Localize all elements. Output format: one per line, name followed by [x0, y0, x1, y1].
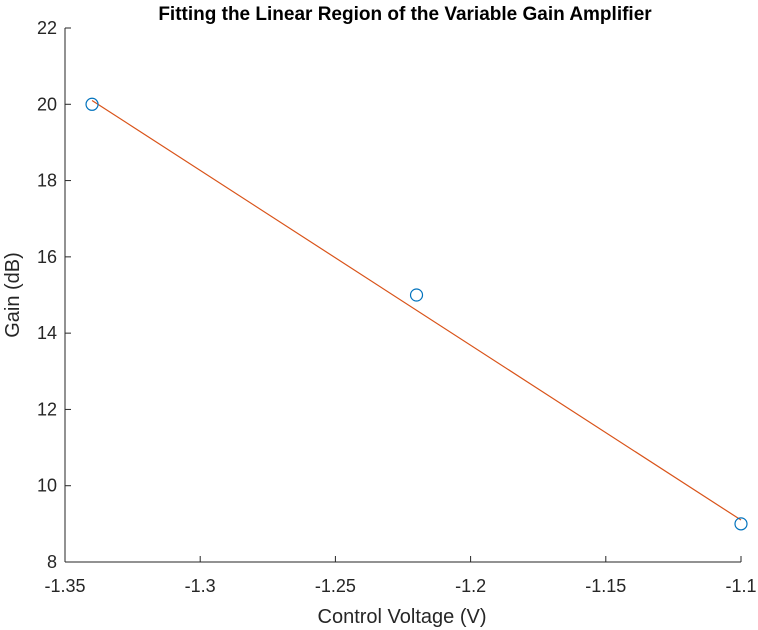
x-axis-label: Control Voltage (V)	[318, 606, 487, 628]
data-point	[734, 517, 748, 531]
x-tick-label: -1.3	[185, 576, 216, 596]
y-tick-label: 20	[37, 94, 57, 114]
x-tick-label: -1.25	[315, 576, 356, 596]
chart-title: Fitting the Linear Region of the Variabl…	[158, 4, 652, 25]
x-tick-label: -1.15	[585, 576, 626, 596]
data-point	[85, 97, 99, 111]
y-tick-label: 16	[37, 247, 57, 267]
y-tick-label: 12	[37, 399, 57, 419]
y-tick-label: 8	[47, 552, 57, 572]
x-ticks: -1.35 -1.3 -1.25 -1.2 -1.15 -1.1	[44, 556, 757, 596]
x-tick-label: -1.2	[455, 576, 486, 596]
x-tick-label: -1.35	[44, 576, 85, 596]
y-tick-label: 14	[37, 323, 57, 343]
plot-area: -1.35 -1.3 -1.25 -1.2 -1.15 -1.1 8 10 12 14 16 18 2…	[37, 18, 757, 596]
data-point	[409, 288, 424, 302]
fit-line	[91, 99, 742, 521]
y-ticks: 8 10 12 14 16 18 20 22	[37, 18, 71, 572]
x-tick-label: -1.1	[725, 576, 756, 596]
y-tick-label: 22	[37, 18, 57, 38]
y-tick-label: 10	[37, 476, 57, 496]
y-axis-label: Gain (dB)	[2, 252, 24, 338]
series-layer	[85, 97, 748, 531]
y-tick-label: 18	[37, 171, 57, 191]
